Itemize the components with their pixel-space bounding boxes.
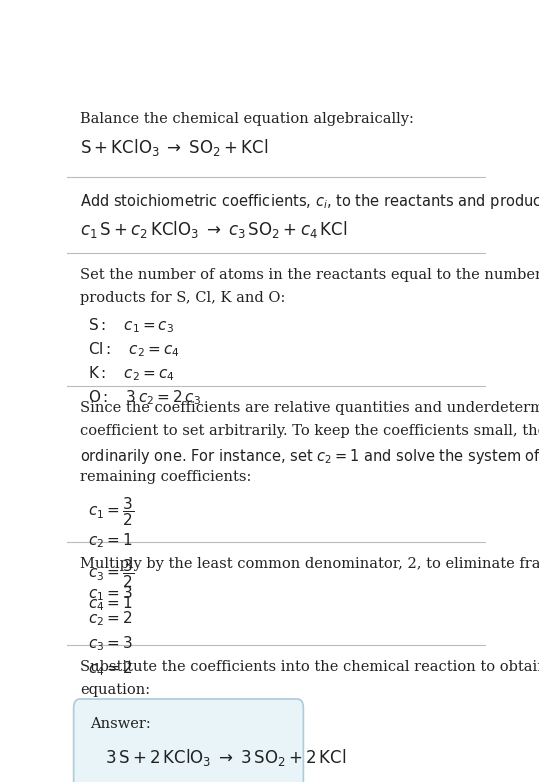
Text: Balance the chemical equation algebraically:: Balance the chemical equation algebraica…	[80, 112, 414, 126]
Text: $\mathregular{O:} \quad 3\,c_2 = 2\,c_3$: $\mathregular{O:} \quad 3\,c_2 = 2\,c_3$	[88, 389, 201, 407]
Text: $c_3 = \dfrac{3}{2}$: $c_3 = \dfrac{3}{2}$	[88, 558, 134, 590]
Text: $c_2 = 2$: $c_2 = 2$	[88, 609, 133, 628]
FancyBboxPatch shape	[74, 699, 303, 782]
Text: $\mathregular{S + KClO_3 \;  \rightarrow \;  SO_2 + KCl}$: $\mathregular{S + KClO_3 \; \rightarrow …	[80, 137, 268, 158]
Text: $c_1\,\mathregular{S} + c_2\,\mathregular{KClO_3}\; \rightarrow \; c_3\,\mathreg: $c_1\,\mathregular{S} + c_2\,\mathregula…	[80, 220, 347, 240]
Text: $\mathregular{3\,S + 2\,KClO_3 \; \rightarrow \; 3\,SO_2 + 2\,KCl}$: $\mathregular{3\,S + 2\,KClO_3 \; \right…	[105, 747, 347, 768]
Text: ordinarily one. For instance, set $c_2 = 1$ and solve the system of equations fo: ordinarily one. For instance, set $c_2 =…	[80, 447, 539, 466]
Text: products for S, Cl, K and O:: products for S, Cl, K and O:	[80, 292, 285, 305]
Text: Answer:: Answer:	[91, 717, 151, 731]
Text: Since the coefficients are relative quantities and underdetermined, choose a: Since the coefficients are relative quan…	[80, 401, 539, 415]
Text: $c_4 = 1$: $c_4 = 1$	[88, 594, 133, 613]
Text: Set the number of atoms in the reactants equal to the number of atoms in the: Set the number of atoms in the reactants…	[80, 268, 539, 282]
Text: $\mathregular{K:} \quad c_2 = c_4$: $\mathregular{K:} \quad c_2 = c_4$	[88, 364, 175, 383]
Text: coefficient to set arbitrarily. To keep the coefficients small, the arbitrary va: coefficient to set arbitrarily. To keep …	[80, 424, 539, 438]
Text: $c_2 = 1$: $c_2 = 1$	[88, 531, 133, 550]
Text: Substitute the coefficients into the chemical reaction to obtain the balanced: Substitute the coefficients into the che…	[80, 660, 539, 674]
Text: $\mathregular{Cl:} \quad c_2 = c_4$: $\mathregular{Cl:} \quad c_2 = c_4$	[88, 340, 180, 359]
Text: remaining coefficients:: remaining coefficients:	[80, 469, 251, 483]
Text: Add stoichiometric coefficients, $c_i$, to the reactants and products:: Add stoichiometric coefficients, $c_i$, …	[80, 192, 539, 211]
Text: $c_3 = 3$: $c_3 = 3$	[88, 634, 133, 653]
Text: $\mathregular{S:} \quad c_1 = c_3$: $\mathregular{S:} \quad c_1 = c_3$	[88, 317, 175, 335]
Text: $c_1 = 3$: $c_1 = 3$	[88, 584, 133, 602]
Text: equation:: equation:	[80, 683, 150, 697]
Text: $c_1 = \dfrac{3}{2}$: $c_1 = \dfrac{3}{2}$	[88, 495, 134, 528]
Text: $c_4 = 2$: $c_4 = 2$	[88, 659, 133, 678]
Text: Multiply by the least common denominator, 2, to eliminate fractional coefficient: Multiply by the least common denominator…	[80, 558, 539, 572]
